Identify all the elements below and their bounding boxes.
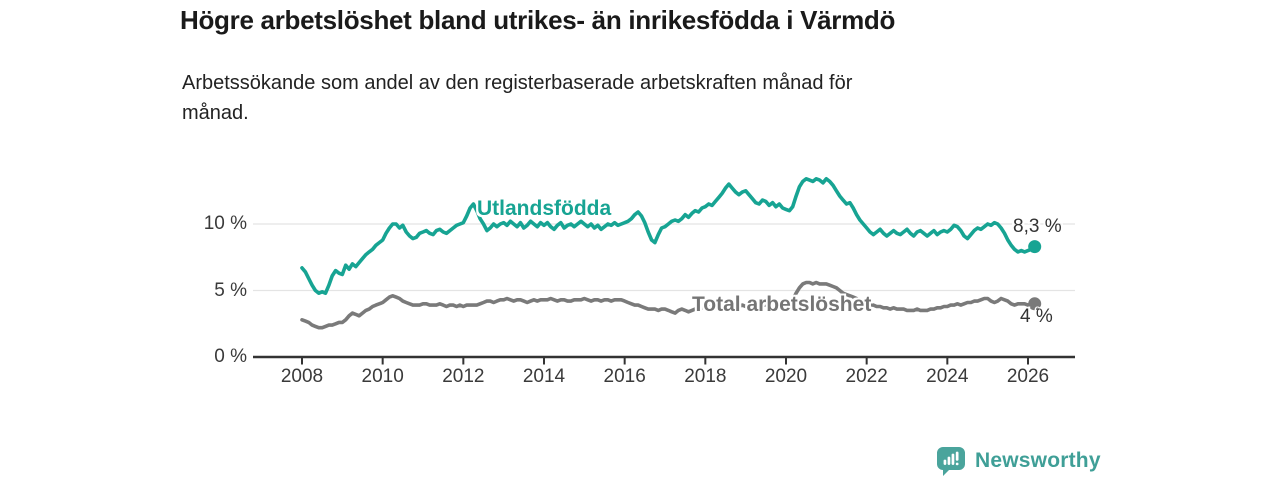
series-end-dot [1028, 240, 1042, 254]
x-tick-label: 2014 [522, 366, 566, 387]
chart-subtitle: Arbetssökande som andel av den registerb… [182, 72, 853, 124]
y-tick-label: 5 % [214, 279, 247, 301]
series-label-total-arbetsloshet: Total arbetslöshet [692, 293, 872, 316]
end-value-utlandsfodda: 8,3 % [1013, 216, 1062, 237]
x-tick-label: 2026 [1006, 366, 1050, 387]
brand-name: Newsworthy [975, 449, 1101, 472]
x-tick-label: 2012 [442, 366, 485, 387]
x-tick-label: 2016 [603, 366, 646, 387]
brand-footer: Newsworthy [937, 446, 1101, 476]
x-tick-label: 2008 [280, 366, 324, 387]
y-tick-label: 10 % [203, 213, 247, 234]
end-value-total: 4 % [1020, 306, 1053, 327]
series-line-total-arbetsl-shet [300, 280, 1037, 330]
series-label-utlandsfodda: Utlandsfödda [477, 197, 612, 220]
x-tick-label: 2018 [684, 366, 727, 387]
x-tick-label: 2024 [926, 366, 969, 387]
y-tick-label: 0 % [214, 346, 247, 367]
series-end-dot [1028, 297, 1042, 311]
newsworthy-logo-icon [937, 447, 965, 476]
x-tick-label: 2020 [764, 366, 808, 387]
x-tick-label: 2010 [361, 366, 404, 387]
x-tick-label: 2022 [845, 366, 888, 387]
series-line-utlandsf-dda [300, 177, 1037, 296]
page-title: Högre arbetslöshet bland utrikes- än inr… [180, 5, 896, 35]
